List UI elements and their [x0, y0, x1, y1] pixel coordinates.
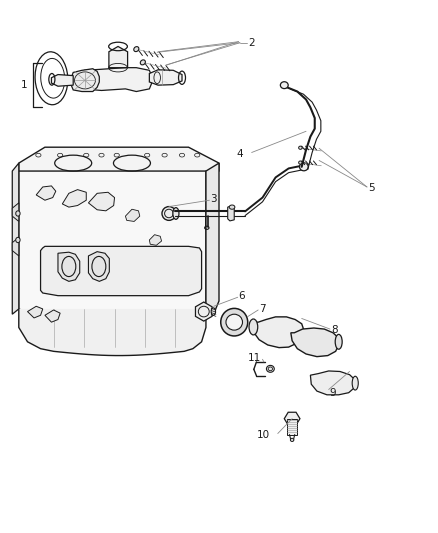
Polygon shape	[58, 252, 80, 281]
Ellipse shape	[134, 46, 139, 52]
Polygon shape	[19, 171, 206, 327]
Text: 1: 1	[21, 80, 27, 91]
Text: 9: 9	[329, 387, 336, 398]
Polygon shape	[28, 306, 43, 318]
Text: 11: 11	[247, 353, 261, 362]
Polygon shape	[19, 309, 206, 356]
Ellipse shape	[226, 314, 243, 330]
Text: 5: 5	[368, 183, 375, 193]
Polygon shape	[149, 235, 162, 245]
Text: 2: 2	[249, 38, 255, 48]
Polygon shape	[12, 163, 19, 314]
Polygon shape	[284, 412, 300, 425]
Ellipse shape	[280, 82, 288, 88]
Polygon shape	[125, 209, 140, 221]
Polygon shape	[109, 46, 127, 68]
Ellipse shape	[16, 211, 20, 216]
Polygon shape	[12, 203, 19, 221]
Ellipse shape	[173, 208, 179, 219]
Text: 3: 3	[210, 193, 217, 204]
Ellipse shape	[162, 207, 176, 220]
Ellipse shape	[16, 237, 20, 243]
Polygon shape	[36, 186, 56, 200]
Polygon shape	[311, 371, 355, 395]
Ellipse shape	[299, 146, 302, 149]
Polygon shape	[206, 163, 219, 319]
Ellipse shape	[249, 319, 258, 335]
Polygon shape	[51, 75, 73, 86]
Polygon shape	[287, 419, 297, 434]
Polygon shape	[12, 237, 19, 256]
Polygon shape	[195, 302, 212, 321]
Polygon shape	[45, 310, 60, 322]
Ellipse shape	[229, 205, 235, 209]
Polygon shape	[62, 190, 86, 207]
Ellipse shape	[266, 366, 274, 372]
Polygon shape	[78, 68, 152, 92]
Polygon shape	[149, 70, 182, 85]
Text: 4: 4	[237, 149, 243, 158]
Text: 8: 8	[331, 325, 338, 335]
Polygon shape	[252, 317, 304, 348]
Polygon shape	[19, 147, 219, 187]
Polygon shape	[228, 206, 234, 221]
Text: 10: 10	[257, 430, 270, 440]
Ellipse shape	[300, 163, 308, 171]
Polygon shape	[291, 328, 339, 357]
Ellipse shape	[140, 60, 145, 65]
Ellipse shape	[352, 376, 358, 390]
Polygon shape	[71, 69, 99, 92]
Polygon shape	[41, 246, 201, 296]
Polygon shape	[88, 192, 115, 211]
Ellipse shape	[299, 161, 302, 164]
Ellipse shape	[221, 309, 248, 336]
Ellipse shape	[290, 438, 294, 441]
Ellipse shape	[335, 334, 342, 349]
Ellipse shape	[211, 308, 215, 316]
Text: 6: 6	[239, 290, 245, 301]
Text: 7: 7	[259, 304, 266, 314]
Polygon shape	[88, 252, 110, 281]
